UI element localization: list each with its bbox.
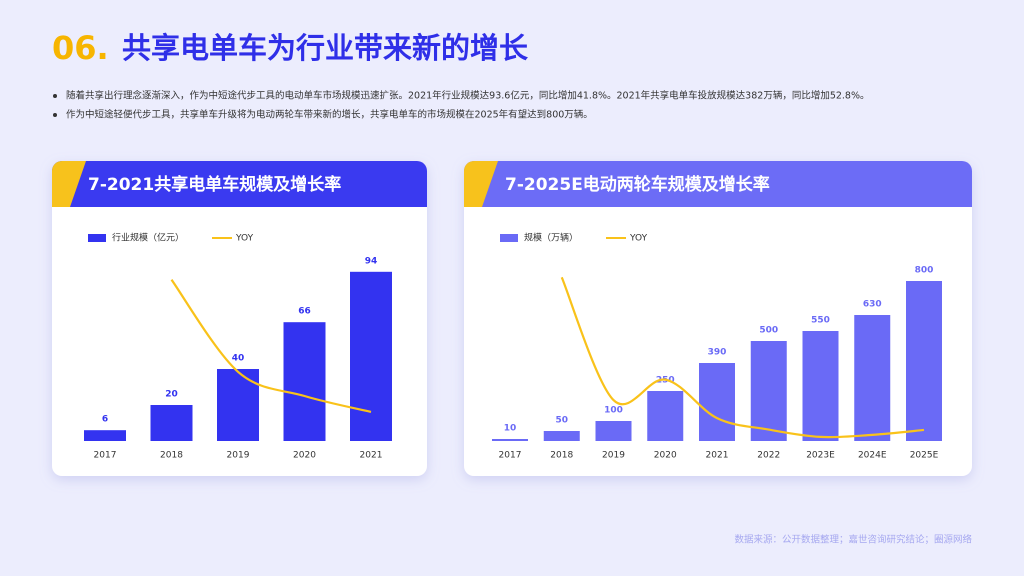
x-tick-label: 2017: [499, 451, 522, 461]
bullet-text: 随着共享出行理念逐渐深入，作为中短途代步工具的电动单车市场规模迅速扩张。2021…: [66, 90, 870, 102]
x-tick-label: 2024E: [858, 451, 887, 461]
chart-header: 7-2021共享电单车规模及增长率: [52, 161, 427, 207]
bar-value-label: 500: [759, 326, 778, 336]
legend-swatch: [500, 234, 518, 242]
yoy-line: [560, 276, 925, 439]
bar-value-label: 10: [504, 424, 517, 434]
yoy-line: [170, 279, 372, 413]
legend-label: 规模（万辆）: [524, 232, 578, 244]
bar-value-label: 630: [863, 300, 882, 310]
chart-header: 7-2025E电动两轮车规模及增长率: [464, 161, 972, 207]
bar: [150, 405, 193, 441]
header-band: [52, 161, 427, 207]
x-tick-label: 2018: [550, 451, 573, 461]
legend-label: 行业规模（亿元）: [112, 232, 184, 244]
header-band: [464, 161, 972, 207]
x-tick-label: 2018: [160, 451, 183, 461]
source-note: 数据来源：公开数据整理；嘉世咨询研究结论；圈源网络: [734, 534, 972, 546]
header-accent: [52, 161, 86, 207]
x-tick-label: 2020: [293, 451, 316, 461]
x-tick-label: 2019: [602, 451, 625, 461]
bar-value-label: 66: [298, 307, 311, 317]
x-tick-label: 2021: [360, 451, 383, 461]
bar: [283, 322, 326, 441]
x-tick-label: 2022: [757, 451, 780, 461]
legend-swatch: [88, 234, 106, 242]
bar-value-label: 40: [232, 354, 245, 364]
bar-value-label: 50: [555, 416, 568, 426]
x-tick-label: 2020: [654, 451, 677, 461]
bar: [699, 363, 735, 441]
chart-card: [52, 161, 427, 476]
bar: [750, 341, 787, 441]
bar: [906, 281, 942, 441]
bar-value-label: 800: [915, 266, 934, 276]
x-tick-label: 2023E: [806, 451, 835, 461]
bar-value-label: 6: [102, 415, 108, 425]
bar-value-label: 94: [365, 256, 378, 266]
bar: [647, 391, 684, 441]
chart-title: 7-2025E电动两轮车规模及增长率: [505, 174, 770, 195]
bar: [595, 421, 632, 441]
chart-title: 7-2021共享电单车规模及增长率: [88, 174, 341, 195]
chart-card: [464, 161, 972, 476]
bar-value-label: 100: [604, 406, 623, 416]
x-tick-label: 2019: [227, 451, 250, 461]
bar-value-label: 550: [811, 316, 830, 326]
header-accent: [464, 161, 498, 207]
bar: [350, 271, 392, 441]
bullet-text: 作为中短途轻便代步工具，共享单车升级将为电动两轮车带来新的增长，共享电单车的市场…: [66, 109, 593, 121]
bar-value-label: 390: [708, 348, 727, 358]
x-tick-label: 2021: [706, 451, 729, 461]
legend-label: YOY: [235, 234, 254, 244]
bar: [854, 315, 891, 441]
bar: [543, 431, 580, 441]
bullet-dot: [53, 113, 57, 117]
slide-title: 共享电单车为行业带来新的增长: [122, 31, 529, 65]
bar: [492, 439, 528, 441]
bar: [217, 369, 259, 441]
x-tick-label: 2025E: [910, 451, 939, 461]
bullet-dot: [53, 94, 57, 98]
bar: [84, 430, 126, 441]
section-number: 06.: [52, 29, 109, 67]
x-tick-label: 2017: [94, 451, 117, 461]
bar: [802, 331, 839, 441]
bar-value-label: 20: [165, 390, 178, 400]
legend-label: YOY: [629, 234, 648, 244]
